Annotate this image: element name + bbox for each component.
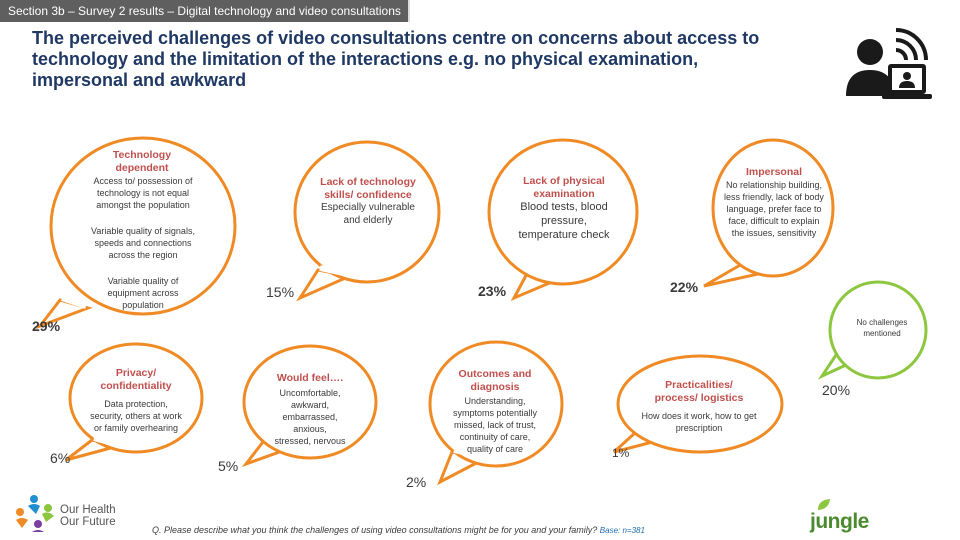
our-health-our-future-logo: Our Health Our Future bbox=[14, 494, 124, 534]
logo-left-line-2: Our Future bbox=[60, 516, 116, 528]
impersonal-title: Impersonal bbox=[745, 166, 803, 178]
section-tag: Section 3b – Survey 2 results – Digital … bbox=[0, 0, 410, 22]
privacy-percent: 6% bbox=[50, 450, 71, 466]
bubble-skills-text: Lack of technology skills/ confidence Es… bbox=[316, 176, 420, 227]
skills-desc: Especially vulnerable and elderly bbox=[321, 202, 415, 226]
impersonal-desc: No relationship building, less friendly,… bbox=[724, 179, 824, 238]
logo-left-line-1: Our Health bbox=[60, 504, 116, 516]
people-figures-icon bbox=[16, 495, 54, 532]
bubble-no-challenges bbox=[817, 280, 928, 380]
video-call-person-icon bbox=[846, 28, 932, 99]
survey-question-text: Q. Please describe what you think the ch… bbox=[152, 525, 598, 535]
privacy-desc: Data protection, security, others at wor… bbox=[90, 399, 182, 433]
physical-percent: 23% bbox=[478, 283, 507, 299]
tech-dependent-point-3: Variable quality of equipment across pop… bbox=[107, 276, 179, 310]
bubble-outcomes bbox=[428, 340, 564, 486]
bubble-privacy bbox=[65, 342, 204, 462]
bubble-feel bbox=[241, 344, 378, 468]
physical-desc: Blood tests, blood pressure, temperature… bbox=[518, 201, 610, 241]
bubble-privacy-text: Privacy/ confidentiality Data protection… bbox=[88, 367, 184, 434]
outcomes-desc: Understanding, symptoms potentially miss… bbox=[452, 396, 538, 454]
tech-dependent-point-1: Access to/ possession of technology is n… bbox=[93, 176, 193, 210]
tech-dependent-points: Access to/ possession of technology is n… bbox=[82, 175, 204, 311]
bubble-practicalities bbox=[612, 354, 784, 454]
tech-dependent-percent: 29% bbox=[32, 318, 61, 334]
no-challenges-title: No challenges mentioned bbox=[856, 318, 908, 338]
bubble-feel-text: Would feel…. Uncomfortable, awkward, emb… bbox=[262, 372, 358, 447]
skills-title: Lack of technology skills/ confidence bbox=[320, 176, 416, 201]
outcomes-title: Outcomes and diagnosis bbox=[458, 368, 532, 393]
bubble-impersonal-text: Impersonal No relationship building, les… bbox=[724, 166, 824, 239]
bubble-skills bbox=[293, 140, 441, 302]
bubble-outcomes-text: Outcomes and diagnosis Understanding, sy… bbox=[446, 368, 544, 455]
logo-right-text: jungle green bbox=[810, 510, 869, 540]
practicalities-desc: How does it work, how to get prescriptio… bbox=[641, 411, 757, 433]
impersonal-percent: 22% bbox=[670, 279, 699, 295]
feel-desc: Uncomfortable, awkward, embarrassed, anx… bbox=[274, 387, 346, 446]
page-headline: The perceived challenges of video consul… bbox=[32, 28, 760, 90]
bubble-practicalities-text: Practicalities/ process/ logistics How d… bbox=[640, 379, 758, 434]
feel-title: Would feel…. bbox=[276, 372, 344, 384]
survey-question: Q. Please describe what you think the ch… bbox=[152, 525, 645, 535]
outcomes-percent: 2% bbox=[406, 474, 427, 490]
no-challenges-percent: 20% bbox=[822, 382, 851, 398]
physical-title: Lack of physical examination bbox=[523, 175, 605, 200]
practicalities-percent: 1% bbox=[612, 446, 630, 460]
bubble-physical bbox=[487, 138, 639, 302]
tech-dependent-title: Technology dependent bbox=[112, 149, 172, 174]
jungle-green-logo: jungle green bbox=[808, 499, 918, 540]
tech-dependent-point-2: Variable quality of signals, speeds and … bbox=[91, 226, 195, 260]
practicalities-title: Practicalities/ process/ logistics bbox=[654, 379, 744, 404]
privacy-title: Privacy/ confidentiality bbox=[100, 367, 172, 392]
bubble-impersonal bbox=[703, 138, 835, 288]
bubble-tech-dependent-text: Technology dependent bbox=[92, 149, 192, 174]
bubble-tech-dependent bbox=[35, 136, 237, 330]
bubble-physical-text: Lack of physical examination Blood tests… bbox=[514, 175, 614, 242]
survey-base: Base: n=381 bbox=[599, 526, 645, 535]
skills-percent: 15% bbox=[266, 284, 295, 300]
leaf-icon bbox=[818, 499, 830, 510]
feel-percent: 5% bbox=[218, 458, 239, 474]
